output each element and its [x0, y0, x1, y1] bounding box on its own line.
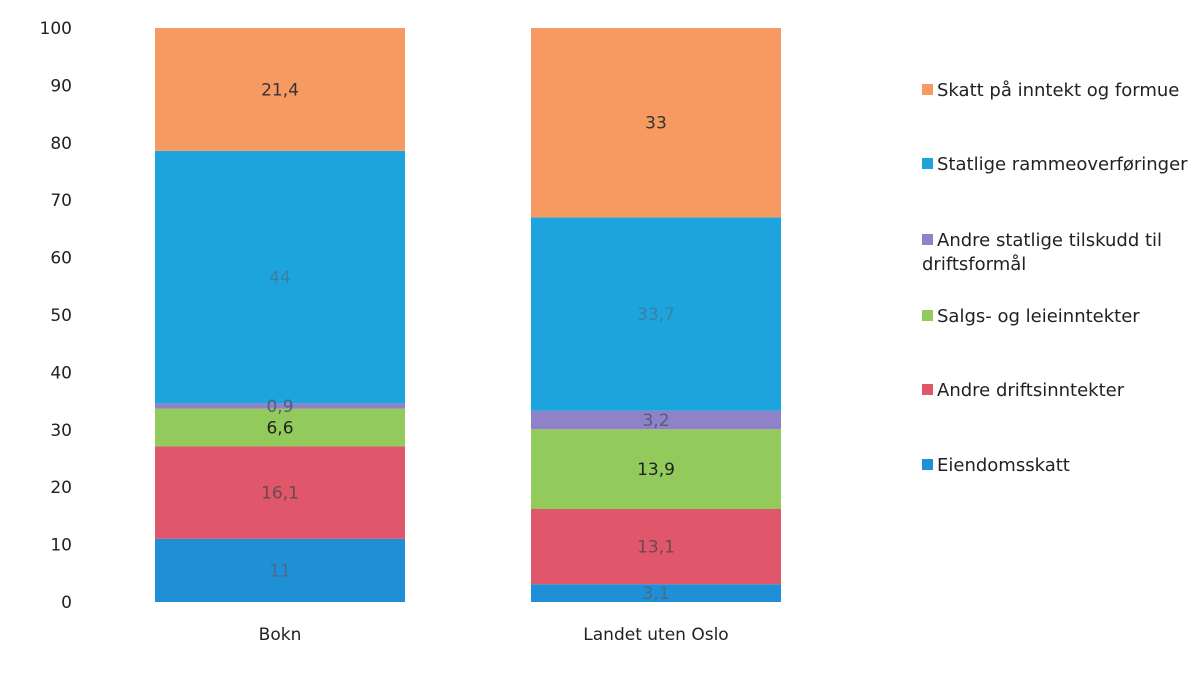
category-label: Landet uten Oslo — [583, 625, 728, 645]
y-tick-label: 90 — [50, 76, 72, 96]
legend-label: Andre driftsinntekter — [937, 380, 1125, 401]
y-tick-label: 10 — [50, 536, 72, 556]
legend-swatch — [922, 234, 933, 245]
y-tick-label: 40 — [50, 363, 72, 383]
y-tick-label: 0 — [61, 593, 72, 613]
data-label: 11 — [269, 561, 291, 581]
y-tick-label: 30 — [50, 421, 72, 441]
bar-segment — [155, 403, 405, 409]
data-label: 33 — [645, 114, 667, 134]
bar-segment — [531, 429, 781, 510]
data-label: 44 — [269, 268, 291, 288]
bar-segment — [155, 28, 405, 151]
bar-segment — [531, 410, 781, 430]
legend-label: Eiendomsskatt — [937, 455, 1070, 476]
data-label: 13,1 — [637, 538, 675, 558]
data-labels: 11 16,1 6,60,9 44 21,4 3,1 13,1 13,9 3,2 33,7 33 — [261, 80, 675, 604]
bar-segment — [155, 408, 405, 447]
legend-label: Salgs- og leieinntekter — [937, 306, 1140, 327]
legend-swatch — [922, 84, 933, 95]
bar-segment — [155, 538, 405, 602]
y-tick-label: 50 — [50, 306, 72, 326]
legend-swatch — [922, 310, 933, 321]
y-tick-label: 70 — [50, 191, 72, 211]
category-labels: Bokn Landet uten Oslo — [259, 625, 729, 645]
legend-label: Statlige rammeoverføringer — [937, 154, 1188, 175]
bar-segment — [531, 28, 781, 218]
bars — [155, 28, 781, 602]
data-label: 3,1 — [642, 584, 669, 604]
data-label: 3,2 — [642, 411, 669, 431]
bar-segment — [531, 217, 781, 411]
legend-swatch — [922, 158, 933, 169]
legend-label: Skatt på inntekt og formue — [937, 80, 1179, 101]
bar-segment — [531, 584, 781, 602]
bar-segment — [155, 150, 405, 404]
data-label: 6,6 — [266, 419, 293, 439]
data-label: 13,9 — [637, 460, 675, 480]
data-label: 0,9 — [266, 397, 293, 417]
y-tick-label: 100 — [40, 19, 72, 39]
data-label: 33,7 — [637, 305, 675, 325]
legend-swatch — [922, 459, 933, 470]
legend-swatch — [922, 384, 933, 395]
y-axis: 0 10 20 30 40 50 60 70 80 90 100 — [40, 19, 72, 613]
y-tick-label: 80 — [50, 134, 72, 154]
bar-segment — [155, 446, 405, 539]
category-label: Bokn — [259, 625, 302, 645]
legend-label: driftsformål — [922, 254, 1026, 275]
legend: Skatt på inntekt og formue Statlige ramme… — [922, 80, 1188, 476]
y-tick-label: 60 — [50, 249, 72, 269]
bar-segment — [531, 509, 781, 585]
data-label: 21,4 — [261, 80, 299, 100]
data-label: 16,1 — [261, 484, 299, 504]
y-tick-label: 20 — [50, 478, 72, 498]
legend-label: Andre statlige tilskudd til — [937, 230, 1162, 251]
